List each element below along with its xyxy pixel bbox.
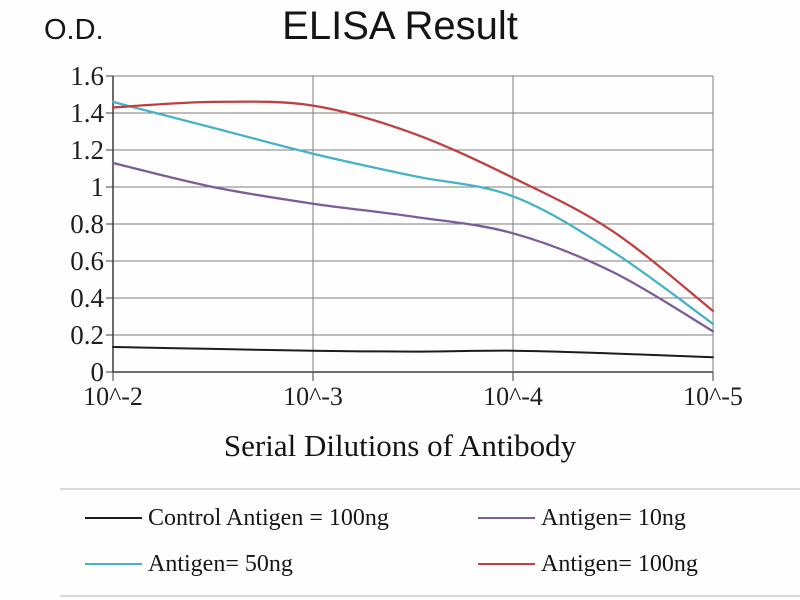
y-tick-label: 0.8 <box>70 209 104 239</box>
legend-line-swatch-red <box>478 563 535 565</box>
y-tick-label: 0.6 <box>70 246 104 276</box>
x-tick-label: 10^-5 <box>683 382 743 411</box>
legend-item-label: Antigen= 100ng <box>541 550 698 577</box>
x-tick-label: 10^-4 <box>483 382 543 411</box>
y-tick-label: 1.4 <box>70 98 104 128</box>
legend-line-swatch-black <box>85 517 142 519</box>
series-line-antigen-50ng <box>111 100 715 326</box>
series-line-control-antigen-100ng <box>112 346 714 359</box>
legend-item-label: Control Antigen = 100ng <box>148 504 389 531</box>
x-axis-title: Serial Dilutions of Antibody <box>223 428 577 463</box>
legend-item-control-antigen-100ng: Control Antigen = 100ng <box>85 503 389 533</box>
legend-item-label: Antigen= 50ng <box>148 550 293 577</box>
y-tick-label: 0.2 <box>70 320 104 350</box>
series-line-antigen-10ng <box>111 161 715 333</box>
legend-item-antigen-10ng: Antigen= 10ng <box>478 503 686 533</box>
legend-item-label: Antigen= 10ng <box>541 504 686 531</box>
legend-item-antigen-100ng: Antigen= 100ng <box>478 549 698 579</box>
legend-item-antigen-50ng: Antigen= 50ng <box>85 549 293 579</box>
y-tick-label: 1.6 <box>70 61 104 91</box>
x-tick-label: 10^-2 <box>83 382 143 411</box>
divider-line-bottom <box>60 595 800 597</box>
legend-line-swatch-cyan <box>85 563 142 565</box>
x-tick-label: 10^-3 <box>283 382 343 411</box>
y-tick-label: 0.4 <box>70 283 104 313</box>
chart-title: ELISA Result <box>282 4 518 48</box>
plot-area <box>106 75 715 381</box>
y-tick-label: 0 <box>90 357 105 387</box>
legend-line-swatch-purple <box>478 517 535 519</box>
divider-line-top <box>60 488 800 490</box>
y-tick-label: 1.2 <box>70 135 104 165</box>
y-tick-label: 1 <box>90 172 105 202</box>
series-line-antigen-100ng <box>111 100 715 313</box>
y-axis-unit-label: O.D. <box>44 14 104 46</box>
